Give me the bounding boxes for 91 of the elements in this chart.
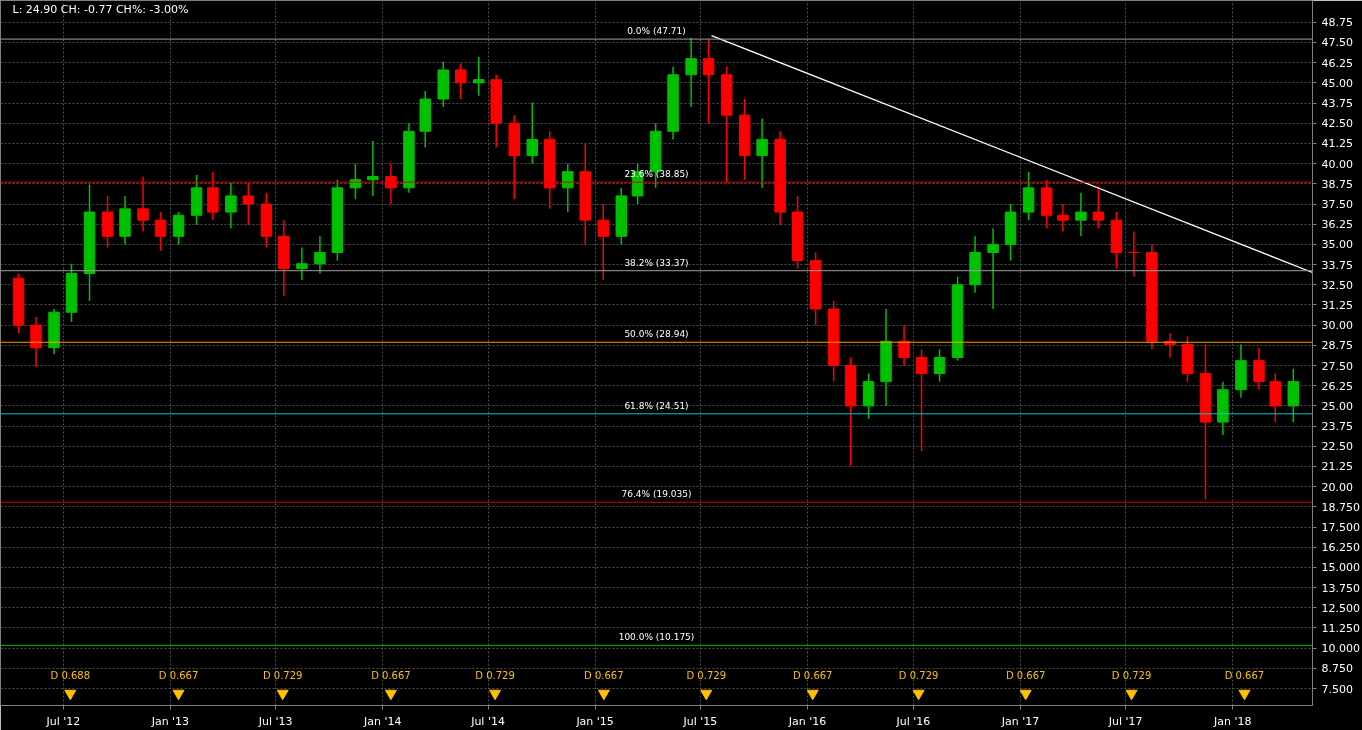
candlestick — [314, 235, 326, 275]
candlestick — [1128, 230, 1140, 278]
x-tick-label: Jan '16 — [787, 714, 827, 728]
candlestick — [1092, 185, 1105, 229]
candlestick — [756, 117, 768, 189]
y-tick-label: 36.25 — [1321, 218, 1353, 232]
y-tick-label: 43.75 — [1321, 97, 1353, 111]
y-tick-label: 18.750 — [1321, 500, 1360, 514]
y-tick-label: 37.50 — [1321, 198, 1353, 212]
data-label: D 0.667 — [371, 670, 411, 682]
y-tick-label: 22.50 — [1321, 440, 1353, 454]
x-tick-label: Jul '16 — [895, 714, 931, 728]
candlestick — [915, 348, 928, 452]
candlestick — [296, 246, 308, 281]
data-label: D 0.667 — [584, 670, 624, 682]
candlestick — [1075, 191, 1087, 238]
ref-line-label: 38.2% (33.37) — [624, 257, 689, 268]
candlestick — [597, 203, 609, 281]
x-tick-label: Jul '17 — [1107, 714, 1143, 728]
y-tick-label: 42.50 — [1321, 117, 1353, 131]
y-tick-label: 27.50 — [1321, 359, 1353, 373]
annotation: L: 24.90 CH: -0.77 CH%: -3.00% — [12, 2, 189, 16]
x-tick-label: Jul '15 — [682, 714, 718, 728]
x-tick-label: Jan '14 — [363, 714, 402, 728]
candlestick — [30, 316, 42, 368]
candlestick — [562, 162, 574, 213]
y-tick-label: 15.000 — [1321, 561, 1360, 575]
y-tick-label: 16.250 — [1321, 541, 1360, 555]
y-tick-label: 13.750 — [1321, 581, 1360, 595]
y-tick-label: 11.250 — [1321, 621, 1360, 635]
candlestick — [154, 211, 167, 252]
candlestick — [225, 182, 237, 229]
y-tick-label: 21.25 — [1321, 460, 1353, 474]
data-label: D 0.729 — [898, 670, 939, 682]
ref-line-label: 76.4% (19.035) — [621, 489, 692, 500]
y-tick-label: 30.00 — [1321, 319, 1353, 333]
x-tick-label: Jan '18 — [1213, 714, 1252, 728]
y-tick-label: 25.00 — [1321, 399, 1353, 413]
y-tick-label: 45.00 — [1321, 76, 1353, 90]
candlestick — [526, 101, 539, 165]
ref-line-label: 61.8% (24.51) — [624, 400, 689, 411]
candlestick — [473, 56, 485, 97]
candlestick — [987, 227, 999, 310]
x-tick-label: Jul '14 — [470, 714, 505, 728]
x-tick-label: Jan '15 — [575, 714, 614, 728]
ref-line-label: 0.0% (47.71) — [627, 26, 686, 37]
y-tick-label: 48.75 — [1321, 16, 1353, 30]
data-label: D 0.729 — [686, 670, 727, 682]
candlestick — [172, 211, 185, 246]
candlestick — [898, 324, 910, 367]
candlestick — [454, 62, 467, 100]
candlestick — [1253, 347, 1265, 391]
y-tick-label: 35.00 — [1321, 238, 1353, 252]
candlestick — [137, 175, 149, 233]
y-tick-label: 28.75 — [1321, 339, 1353, 353]
candlestick — [1057, 203, 1069, 233]
y-tick-label: 10.000 — [1321, 642, 1360, 656]
y-tick-label: 20.00 — [1321, 480, 1353, 494]
data-label: D 0.729 — [1111, 670, 1152, 682]
data-label: D 0.667 — [792, 670, 833, 682]
y-tick-label: 38.75 — [1321, 177, 1353, 191]
data-label: D 0.667 — [1005, 670, 1046, 682]
y-tick-label: 41.25 — [1321, 137, 1353, 151]
y-tick-label: 47.50 — [1321, 36, 1353, 50]
data-label: D 0.688 — [50, 670, 91, 682]
data-label: D 0.667 — [1224, 670, 1265, 682]
candlestick — [367, 140, 379, 197]
y-tick-label: 17.500 — [1321, 521, 1360, 535]
data-label: D 0.729 — [262, 670, 303, 682]
candlestick — [242, 182, 255, 226]
y-tick-label: 8.750 — [1321, 662, 1353, 676]
x-tick-label: Jan '17 — [1000, 714, 1040, 728]
candlestick — [702, 38, 715, 124]
y-tick-label: 32.50 — [1321, 278, 1353, 292]
y-tick-label: 40.00 — [1321, 157, 1353, 171]
y-tick-label: 26.25 — [1321, 379, 1353, 393]
x-tick-label: Jul '12 — [45, 714, 81, 728]
y-tick-label: 46.25 — [1321, 56, 1353, 70]
ref-line-label: 100.0% (10.175) — [618, 632, 695, 643]
y-tick-label: 7.500 — [1321, 682, 1353, 696]
y-tick-label: 23.75 — [1321, 420, 1353, 434]
ref-line-label: 50.0% (28.94) — [624, 329, 689, 340]
data-label: D 0.729 — [475, 670, 515, 682]
y-tick-label: 31.25 — [1321, 298, 1353, 312]
candlestick — [385, 162, 397, 205]
x-tick-label: Jan '13 — [150, 714, 190, 728]
data-label: D 0.667 — [158, 670, 199, 682]
y-tick-label: 33.75 — [1321, 258, 1353, 272]
x-tick-label: Jul '13 — [257, 714, 293, 728]
y-tick-label: 12.500 — [1321, 601, 1360, 615]
candlestick — [933, 348, 946, 383]
